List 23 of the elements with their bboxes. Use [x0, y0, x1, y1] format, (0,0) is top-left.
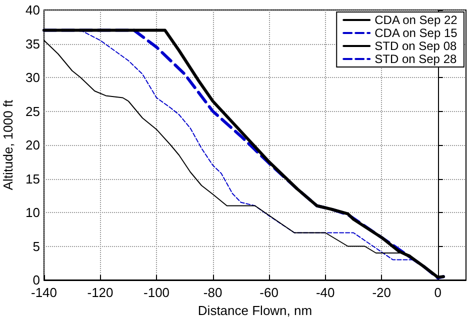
legend-label: CDA on Sep 22	[374, 13, 458, 27]
y-tick-label: 10	[26, 205, 40, 220]
x-tick-label: -80	[203, 285, 222, 300]
x-tick-label: -120	[87, 285, 114, 300]
legend-label: STD on Sep 28	[374, 52, 457, 66]
x-tick-label: -20	[372, 285, 391, 300]
x-tick-label: -60	[260, 285, 278, 300]
x-tick-label: -140	[30, 285, 58, 300]
y-tick-label: 0	[32, 272, 40, 288]
y-tick-label: 25	[26, 104, 40, 119]
y-axis-title: Altitude, 1000 ft	[0, 99, 16, 190]
legend-label: STD on Sep 08	[374, 39, 457, 53]
y-tick-label: 40	[26, 2, 40, 18]
y-tick-label: 30	[26, 70, 40, 85]
y-tick-label: 15	[26, 171, 40, 186]
y-tick-label: 20	[26, 138, 40, 152]
y-tick-label: 5	[32, 238, 40, 254]
x-tick-label: 0	[434, 285, 442, 300]
x-axis-title: Distance Flown, nm	[198, 303, 312, 318]
x-tick-label: -40	[316, 285, 335, 300]
y-tick-label: 35	[26, 36, 40, 52]
x-tick-label: -100	[144, 285, 170, 300]
legend-label: CDA on Sep 15	[374, 26, 458, 40]
